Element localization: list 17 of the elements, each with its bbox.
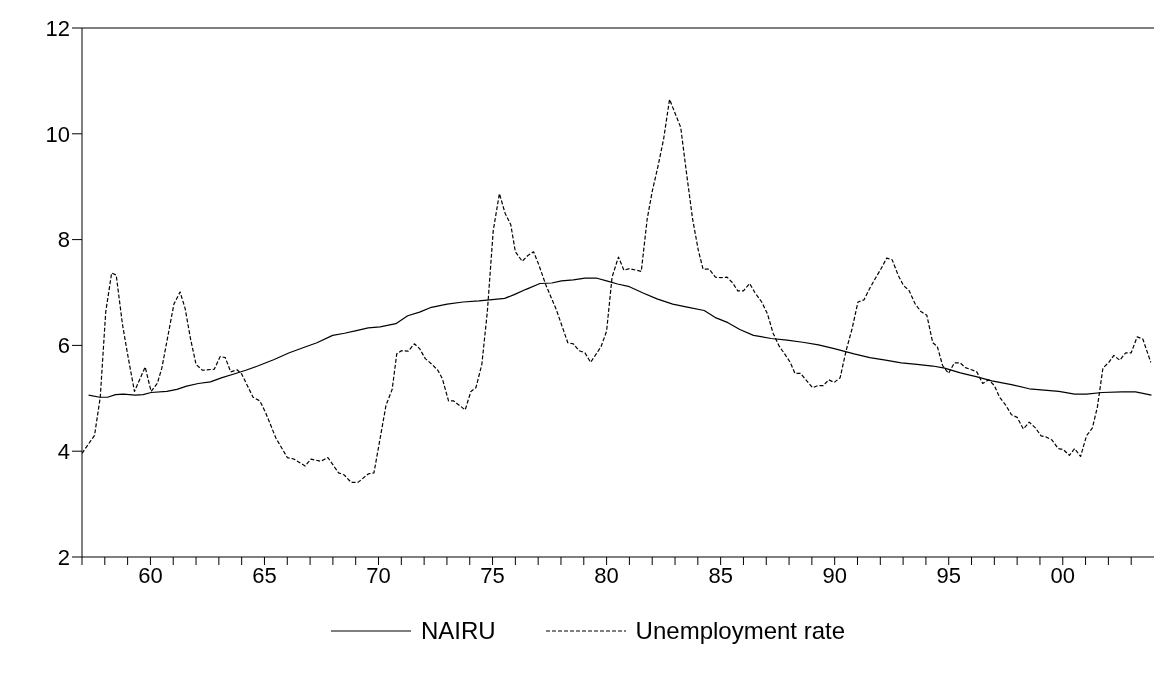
x-tick-label: 95 xyxy=(936,562,961,588)
x-tick-label: 75 xyxy=(480,562,505,588)
y-tick-label: 6 xyxy=(57,333,70,359)
y-tick-label: 2 xyxy=(57,544,70,570)
x-tick-label: 80 xyxy=(594,562,619,588)
legend-label: Unemployment rate xyxy=(635,617,846,645)
x-tick-label: 00 xyxy=(1050,562,1076,588)
y-tick-label: 12 xyxy=(45,15,70,41)
y-tick-label: 4 xyxy=(57,439,70,465)
x-tick-label: 90 xyxy=(822,562,847,588)
x-tick-label: 70 xyxy=(366,562,391,588)
x-tick-label: 65 xyxy=(252,562,277,588)
legend-label: NAIRU xyxy=(420,617,496,645)
x-tick-label: 85 xyxy=(708,562,733,588)
y-tick-label: 8 xyxy=(57,227,70,253)
x-tick-label: 60 xyxy=(138,562,163,588)
y-tick-label: 10 xyxy=(45,121,70,147)
